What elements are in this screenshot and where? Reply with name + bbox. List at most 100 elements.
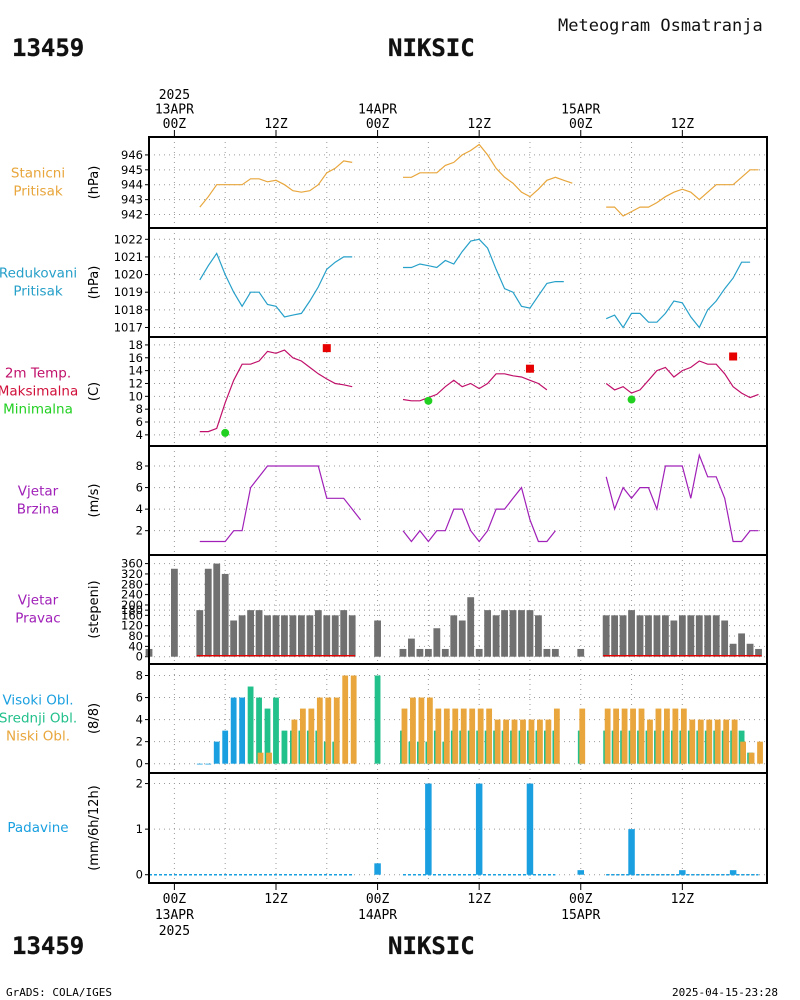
direction-bar	[297, 615, 305, 657]
unit-label: (m/s)	[87, 484, 102, 518]
cloud-bar	[196, 763, 203, 765]
ytick-label: 40	[128, 639, 143, 653]
cloud-bar	[316, 697, 323, 764]
bottom-time-label: 2025	[159, 924, 190, 939]
direction-bar	[264, 615, 271, 657]
cloud-bar	[613, 708, 620, 764]
direction-bar	[221, 573, 229, 657]
series-line	[403, 238, 564, 309]
top-time-label: 15APR	[561, 103, 600, 118]
top-time-label: 14APR	[358, 103, 397, 118]
direction-bar	[399, 648, 407, 657]
tmin-marker	[424, 396, 433, 405]
cloud-bar	[460, 708, 467, 764]
station-name-top: NIKSIC	[388, 34, 475, 62]
panel-frame	[148, 227, 768, 338]
chart-subtitle: Meteogram Osmatranja	[558, 16, 763, 36]
station-id-top: 13459	[12, 34, 84, 62]
direction-bar	[458, 620, 466, 657]
direction-bar	[238, 615, 246, 657]
cloud-bar	[503, 719, 509, 764]
cloud-bar	[469, 708, 476, 764]
direction-bar	[204, 568, 212, 657]
cloud-bar	[205, 763, 212, 765]
direction-bar	[704, 615, 712, 657]
direction-bar	[475, 648, 483, 657]
cloud-bar	[638, 708, 645, 764]
direction-bar	[247, 610, 254, 657]
direction-bar	[678, 615, 686, 657]
series-label: Pritisak	[13, 284, 63, 300]
panel-frame	[148, 336, 768, 447]
ytick-label: 6	[136, 415, 143, 429]
direction-bar	[611, 615, 619, 657]
direction-bar	[424, 648, 432, 657]
series-label: Pritisak	[13, 184, 63, 200]
direction-bar	[484, 610, 492, 657]
panel-frame	[148, 772, 768, 884]
ytick-label: 945	[121, 163, 143, 177]
top-time-label: 2025	[159, 88, 190, 103]
top-time-label: 00Z	[163, 117, 187, 132]
cloud-bar	[621, 708, 628, 764]
cloud-bar	[630, 708, 636, 764]
series-line	[199, 465, 362, 543]
direction-bar	[729, 643, 737, 657]
direction-bar	[653, 615, 661, 657]
cloud-bar	[528, 719, 535, 764]
cloud-bar	[647, 719, 653, 764]
series-label: Padavine	[7, 820, 68, 836]
direction-bar	[535, 615, 542, 657]
ytick-label: 1021	[114, 250, 143, 264]
direction-bar	[441, 648, 449, 657]
direction-bar	[374, 620, 381, 657]
cloud-bar	[553, 708, 560, 764]
series-label: Minimalna	[3, 402, 73, 418]
panel-vjetar-brzina: 2 4 6 8 Vjetar Brzina (m/s)	[17, 445, 768, 556]
direction-bar	[450, 615, 458, 657]
cloud-bar	[494, 719, 501, 764]
cloud-bar	[401, 708, 408, 764]
precip-bar	[374, 863, 381, 875]
series-line	[403, 143, 573, 198]
precip-bar	[526, 783, 534, 875]
top-time-label: 12Z	[671, 117, 695, 132]
direction-bar	[467, 597, 475, 657]
precip-bar	[577, 870, 585, 875]
cloud-bar	[213, 741, 220, 764]
series-label: Visoki Obl.	[2, 693, 73, 709]
ytick-label: 180	[121, 603, 143, 617]
ytick-label: 80	[128, 629, 143, 643]
ytick-label: 1	[136, 822, 143, 836]
ytick-label: 946	[121, 148, 143, 162]
ytick-label: 120	[121, 619, 143, 633]
cloud-bar	[273, 697, 279, 764]
direction-bar	[306, 615, 314, 657]
ytick-label: 942	[121, 208, 143, 222]
cloud-bar	[247, 686, 254, 764]
series-line	[402, 486, 556, 543]
direction-bar	[636, 615, 644, 657]
bottom-time-label: 12Z	[264, 892, 288, 907]
cloud-bar	[256, 697, 262, 764]
cloud-bar	[418, 697, 425, 764]
series-label: 2m Temp.	[5, 366, 71, 382]
cloud-bar	[266, 752, 272, 764]
bottom-time-label: 13APR	[155, 908, 194, 923]
cloud-bar	[443, 708, 450, 764]
ytick-label: 8	[136, 402, 143, 416]
ytick-label: 280	[121, 577, 143, 591]
unit-label: (stepeni)	[87, 580, 102, 638]
direction-bar	[196, 610, 204, 657]
direction-bar	[408, 638, 415, 657]
direction-bar	[314, 610, 322, 657]
series-line	[199, 252, 353, 318]
direction-bar	[213, 563, 221, 657]
cloud-bar	[374, 675, 381, 764]
top-time-label: 12Z	[467, 117, 491, 132]
cloud-bar	[740, 741, 747, 764]
bottom-time-label: 00Z	[163, 892, 187, 907]
direction-bar	[416, 648, 424, 657]
